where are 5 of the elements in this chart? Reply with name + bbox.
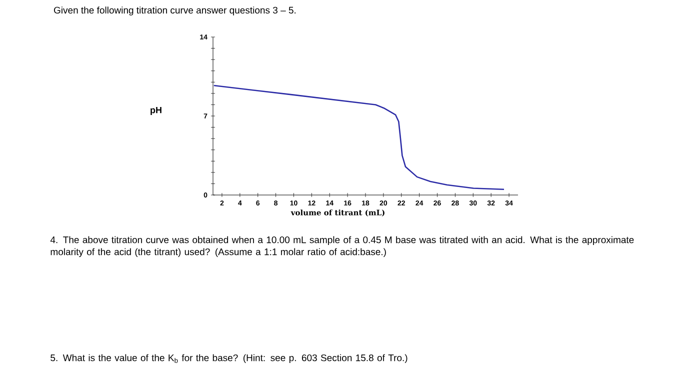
y-axis-title: pH <box>150 106 162 116</box>
chart-title: Given the following titration curve answer questions 3 – 5. <box>54 6 296 16</box>
text: 4. The above titration curve was obtained when a 10.00 mL sample of a 0.45 M base was titrated with an acid. What is the approximate molarity of the acid (the titrant) used? (Assume a 1:1 molar ratio of acid:base.) <box>50 236 634 258</box>
line-series <box>213 84 505 190</box>
text: 5. What is the value of the K$_{b}$ for the base? (Hint: see p. 603 Section 15.8 of Tro.) <box>50 354 408 364</box>
